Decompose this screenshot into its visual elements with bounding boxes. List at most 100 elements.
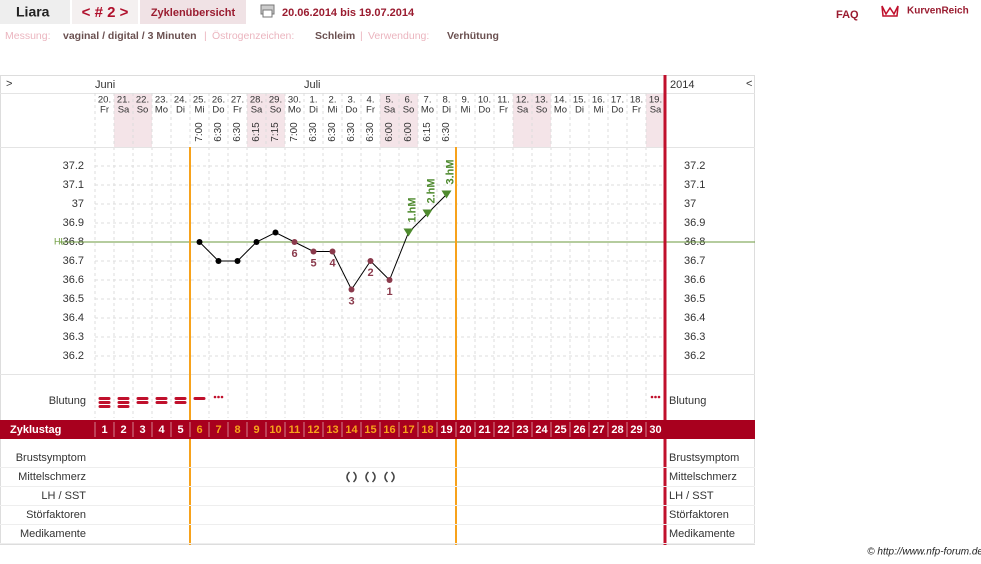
y-tick-label-right: 37.1 xyxy=(684,179,705,191)
date-label: 16. xyxy=(592,95,605,106)
period: 20.06.2014 bis 19.07.2014 xyxy=(282,7,415,19)
date-label: 30. xyxy=(288,95,301,106)
temperature-point xyxy=(291,239,298,245)
row-label-right: Medikamente xyxy=(669,528,735,540)
row-label: Brustsymptom xyxy=(16,452,86,464)
row-label-right: LH / SST xyxy=(669,490,714,502)
weekday-label: So xyxy=(270,105,282,116)
cycle-day: 18 xyxy=(421,424,433,436)
weekend-shade xyxy=(399,93,418,147)
time-label: 7:15 xyxy=(270,122,281,142)
date-label: 2. xyxy=(329,95,337,106)
weekday-label: Fr xyxy=(233,105,242,116)
weekday-label: Mi xyxy=(593,105,603,116)
nav-box xyxy=(72,0,138,24)
weekday-label: Sa xyxy=(118,105,130,116)
row-label-right: Mittelschmerz xyxy=(669,471,737,483)
date-label: 29. xyxy=(269,95,282,106)
cycle-day-bar xyxy=(0,420,755,439)
y-tick-label-right: 36.3 xyxy=(684,331,705,343)
hm-label: 1.hM xyxy=(406,197,418,222)
info-value: Verhütung xyxy=(447,30,499,42)
time-label: 6:15 xyxy=(251,122,262,142)
cycle-day: 1 xyxy=(101,424,107,436)
weekend-shade xyxy=(114,93,133,147)
date-label: 26. xyxy=(212,95,225,106)
count-label: 2 xyxy=(367,267,373,279)
y-tick-label: 36.6 xyxy=(63,274,84,286)
user: Liara xyxy=(16,4,50,20)
y-tick-label-right: 36.4 xyxy=(684,312,705,324)
time-label: 7:00 xyxy=(289,122,300,142)
cycle-day: 10 xyxy=(269,424,281,436)
row-label: Mittelschmerz xyxy=(18,471,86,483)
date-label: 28. xyxy=(250,95,263,106)
weekday-label: Fr xyxy=(632,105,641,116)
date-label: 17. xyxy=(611,95,624,106)
cycle-day: 16 xyxy=(383,424,395,436)
date-label: 8. xyxy=(443,95,451,106)
y-tick-label: 37.2 xyxy=(63,160,84,172)
temperature-point xyxy=(441,190,452,199)
date-label: 22. xyxy=(136,95,149,106)
time-label: 6:00 xyxy=(403,122,414,142)
weekday-label: So xyxy=(403,105,415,116)
date-label: 21. xyxy=(117,95,130,106)
date-label: 12. xyxy=(516,95,529,106)
weekday-label: So xyxy=(536,105,548,116)
date-label: 7. xyxy=(424,95,432,106)
cycle-day: 12 xyxy=(307,424,319,436)
temperature-point xyxy=(329,248,336,255)
y-tick-label-right: 36.7 xyxy=(684,255,705,267)
bleeding-mark xyxy=(193,397,206,400)
cycle-day: 14 xyxy=(345,424,358,436)
y-tick-label: 37 xyxy=(72,198,84,210)
weekday-label: Do xyxy=(611,105,623,116)
bleeding-mark xyxy=(98,397,111,408)
faq-link[interactable]: FAQ xyxy=(836,9,859,21)
count-label: 1 xyxy=(386,286,392,298)
year: 2014 xyxy=(670,79,694,91)
brand[interactable]: KurvenReich xyxy=(907,6,969,17)
cycle-day: 11 xyxy=(289,424,301,436)
weekday-label: Mi xyxy=(194,105,204,116)
weekday-label: Mi xyxy=(460,105,470,116)
temperature-point xyxy=(386,277,393,283)
temperature-point xyxy=(272,229,279,236)
user-box xyxy=(0,0,70,24)
y-tick-label-right: 36.9 xyxy=(684,217,705,229)
time-label: 6:30 xyxy=(365,122,376,142)
cycle-day: 20 xyxy=(459,424,471,436)
hm-label: 3.hM xyxy=(444,159,456,184)
y-tick-label: 36.3 xyxy=(63,331,84,343)
time-label: 6:30 xyxy=(232,122,243,142)
temperature-line xyxy=(199,194,447,291)
copyright: © http://www.nfp-forum.de xyxy=(867,547,981,558)
weekday-label: Mo xyxy=(421,105,434,116)
weekday-label: Fr xyxy=(499,105,508,116)
row-label: Störfaktoren xyxy=(26,509,86,521)
cycle-day: 19 xyxy=(440,424,452,436)
cycle-day: 13 xyxy=(326,424,338,436)
time-label: 6:30 xyxy=(441,122,452,142)
row-label: LH / SST xyxy=(41,490,86,502)
cycle-day: 8 xyxy=(234,424,240,436)
hm-label: 2.hM xyxy=(425,178,437,203)
overview-link[interactable]: Zyklenübersicht xyxy=(151,7,236,19)
nav-prev: > xyxy=(6,78,12,90)
cycle-nav[interactable]: < # 2 > xyxy=(82,4,129,21)
count-label: 5 xyxy=(310,257,316,269)
date-label: 5. xyxy=(386,95,394,106)
weekday-label: Fr xyxy=(366,105,375,116)
row-label: Blutung xyxy=(49,395,86,407)
date-label: 24. xyxy=(174,95,187,106)
info-value: vaginal / digital / 3 Minuten xyxy=(63,30,197,42)
print-icon[interactable] xyxy=(260,4,275,18)
weekend-shade xyxy=(133,93,152,147)
date-label: 10. xyxy=(478,95,491,106)
time-label: 6:30 xyxy=(213,122,224,142)
crown-icon xyxy=(881,5,899,17)
bleeding-mark xyxy=(213,395,224,399)
midpain-mark xyxy=(365,471,376,483)
